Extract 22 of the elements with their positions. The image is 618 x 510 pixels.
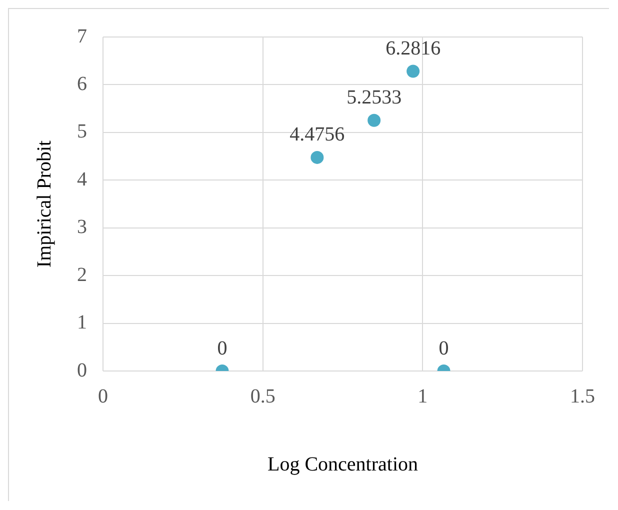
y-tick-label: 2 — [77, 264, 87, 286]
point — [368, 114, 381, 127]
data-label: 0 — [438, 337, 449, 360]
x-axis-title: Log Concentration — [267, 453, 418, 476]
data-label: 5.2533 — [346, 86, 402, 109]
x-tick-label: 0 — [98, 385, 108, 408]
y-axis-title: Impirical Probit — [33, 140, 56, 268]
y-tick-label: 7 — [77, 25, 87, 48]
x-tick-label: 1 — [418, 385, 428, 408]
y-tick-label: 4 — [77, 168, 87, 190]
x-tick-label: 0.5 — [250, 385, 276, 408]
point — [406, 64, 420, 78]
y-tick-label: 5 — [77, 120, 87, 143]
data-label: 6.2816 — [386, 38, 441, 60]
x-tick-label: 1.5 — [570, 385, 595, 408]
y-tick-label: 0 — [77, 359, 87, 382]
y-tick-label: 3 — [77, 216, 87, 238]
data-label: 0 — [217, 337, 228, 360]
y-tick-label: 1 — [77, 312, 87, 334]
data-label: 4.4756 — [290, 124, 345, 146]
point — [310, 150, 324, 164]
y-tick-label: 6 — [77, 72, 87, 95]
